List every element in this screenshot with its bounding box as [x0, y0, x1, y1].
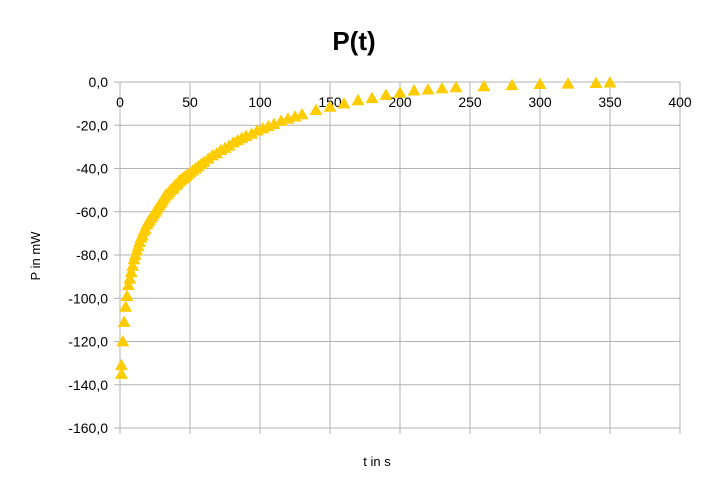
x-tick-label: 100 — [248, 94, 272, 110]
data-point — [124, 265, 138, 278]
data-point — [337, 97, 351, 109]
data-point — [379, 88, 393, 100]
data-point — [351, 93, 365, 106]
x-tick-label: 400 — [668, 94, 692, 110]
data-point — [123, 272, 137, 284]
data-point — [114, 367, 128, 379]
y-tick-label: -120,0 — [68, 334, 108, 350]
data-point — [393, 86, 407, 98]
data-points — [114, 76, 617, 379]
x-axis-label: t in s — [363, 454, 391, 469]
x-tick-label: 250 — [458, 94, 482, 110]
x-tick-label: 350 — [598, 94, 622, 110]
x-tick-label: 200 — [388, 94, 412, 110]
x-tick-labels: 050100150200250300350400 — [116, 94, 692, 110]
data-point — [449, 80, 463, 93]
data-point — [421, 83, 435, 95]
x-tick-label: 300 — [528, 94, 552, 110]
data-point — [365, 91, 379, 104]
data-point — [121, 278, 135, 291]
data-point — [117, 315, 131, 327]
data-point — [505, 78, 519, 91]
y-tick-label: -80,0 — [76, 247, 108, 263]
data-point — [435, 81, 449, 94]
data-point — [589, 76, 603, 88]
x-tick-label: 0 — [116, 94, 124, 110]
data-point — [309, 103, 323, 115]
grid — [114, 81, 681, 434]
y-tick-label: 0,0 — [89, 74, 109, 90]
data-point — [477, 79, 491, 92]
data-point — [603, 76, 617, 88]
data-point — [120, 289, 134, 301]
data-point — [407, 84, 421, 96]
data-point — [119, 300, 133, 312]
y-axis-label: P in mW — [28, 231, 43, 281]
data-point — [323, 100, 337, 112]
data-point — [267, 117, 281, 130]
y-tick-label: -100,0 — [68, 290, 108, 306]
data-point — [561, 77, 575, 89]
data-point — [533, 77, 547, 90]
y-tick-label: -40,0 — [76, 161, 108, 177]
data-point — [114, 358, 128, 371]
x-tick-label: 50 — [182, 94, 198, 110]
y-tick-label: -60,0 — [76, 204, 108, 220]
data-point — [245, 127, 259, 139]
y-tick-labels: 0,0 -20,0 -40,0 -60,0 -80,0 -100,0 -120,0 -140,… — [68, 74, 108, 436]
data-point — [126, 259, 140, 271]
y-tick-label: -140,0 — [68, 377, 108, 393]
y-tick-label: -160,0 — [68, 420, 108, 436]
chart-title: P(t) — [332, 26, 375, 56]
y-tick-label: -20,0 — [76, 117, 108, 133]
data-point — [295, 107, 309, 120]
data-point — [116, 335, 130, 347]
